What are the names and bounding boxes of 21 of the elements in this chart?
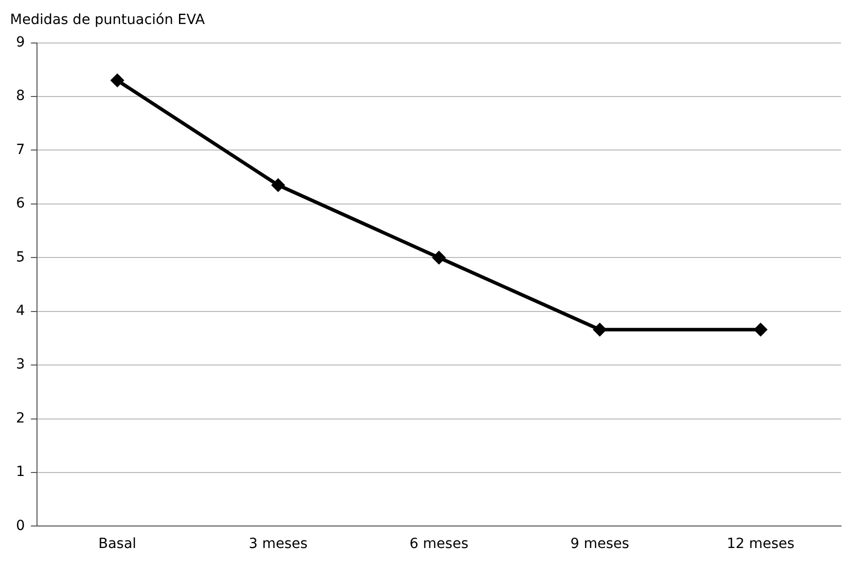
x-tick-label: 9 meses — [570, 536, 630, 552]
point — [271, 178, 286, 192]
point — [110, 73, 124, 88]
point — [754, 322, 768, 337]
x-tick-label: Basal — [98, 536, 136, 552]
y-tick-label: 0 — [16, 518, 25, 534]
y-tick-label: 9 — [16, 34, 25, 50]
point — [432, 250, 446, 265]
point — [592, 322, 607, 337]
y-tick-label: 8 — [16, 88, 25, 104]
y-tick-label: 3 — [16, 356, 25, 373]
y-tick-label: 4 — [16, 302, 25, 319]
chart-title: Medidas de puntuación EVA — [10, 12, 206, 28]
y-tick-label: 2 — [16, 410, 25, 426]
y-tick-label: 6 — [16, 196, 25, 212]
y-tick-label: 5 — [16, 249, 25, 266]
y-tick-label: 1 — [16, 464, 25, 480]
x-tick-label: 12 meses — [726, 536, 794, 552]
x-tick-label: 6 meses — [410, 536, 468, 552]
x-tick-label: 3 meses — [248, 536, 308, 552]
y-tick-label: 7 — [16, 142, 25, 158]
